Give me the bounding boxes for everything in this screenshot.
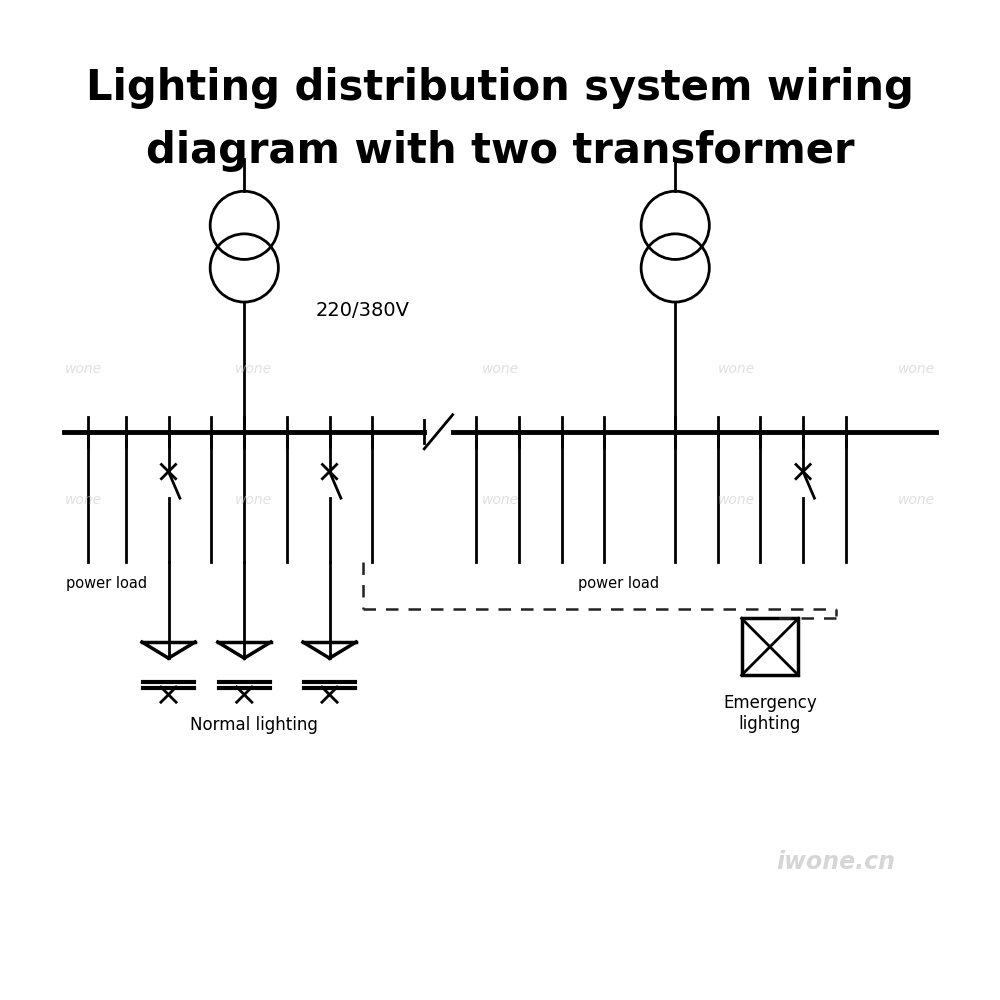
Text: wone: wone <box>235 493 272 507</box>
Text: wone: wone <box>898 362 935 376</box>
Text: wone: wone <box>718 493 755 507</box>
Text: 220/380V: 220/380V <box>315 301 409 320</box>
Text: Emergency
lighting: Emergency lighting <box>723 694 817 733</box>
Text: power load: power load <box>66 576 147 591</box>
Text: wone: wone <box>481 493 519 507</box>
Text: wone: wone <box>718 362 755 376</box>
Text: Normal lighting: Normal lighting <box>190 716 318 734</box>
Text: wone: wone <box>481 362 519 376</box>
Text: diagram with two transformer: diagram with two transformer <box>146 130 854 172</box>
Text: wone: wone <box>898 493 935 507</box>
Text: wone: wone <box>65 362 102 376</box>
Text: iwone.cn: iwone.cn <box>777 850 896 874</box>
Text: wone: wone <box>235 362 272 376</box>
Text: power load: power load <box>578 576 659 591</box>
Text: Lighting distribution system wiring: Lighting distribution system wiring <box>86 67 914 109</box>
Text: wone: wone <box>65 493 102 507</box>
Bar <box>742 618 798 675</box>
